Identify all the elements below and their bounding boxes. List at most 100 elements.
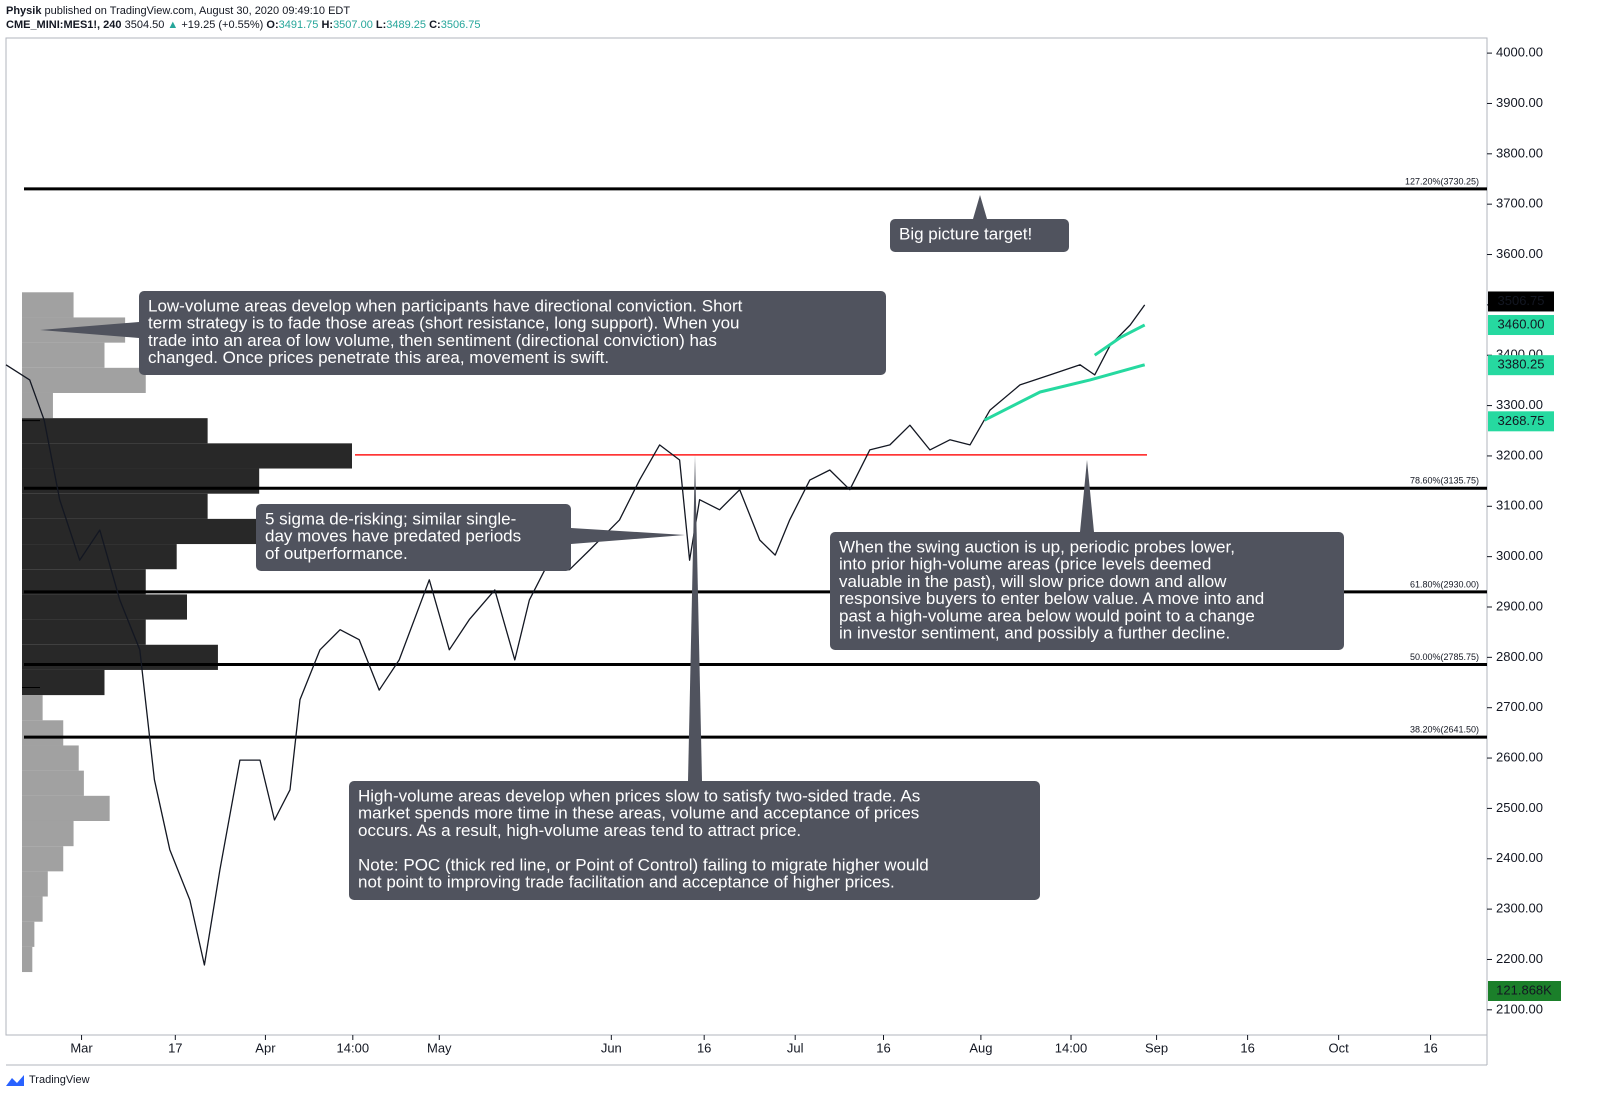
callout-text: into prior high-volume areas (price leve… — [839, 555, 1211, 574]
volume-profile-bar — [22, 367, 146, 393]
y-tick-label: 2900.00 — [1496, 598, 1543, 613]
x-tick-label: 16 — [1240, 1040, 1254, 1055]
fib-level-label: 50.00%(2785.75) — [1410, 652, 1479, 662]
symbol: CME_MINI:MES1!, 240 — [6, 19, 122, 31]
footer: TradingView — [29, 1074, 90, 1086]
tv-logo — [6, 1075, 24, 1086]
price-label: 3380.25 — [1498, 357, 1545, 372]
y-tick-label: 3600.00 — [1496, 246, 1543, 261]
volume-profile-bar — [22, 619, 146, 645]
x-tick-label: 17 — [168, 1040, 182, 1055]
volume-profile-bar — [22, 594, 187, 620]
callout-text: 5 sigma de-risking; similar single- — [265, 509, 516, 528]
callout-text: not point to improving trade facilitatio… — [358, 872, 895, 891]
volume-profile-bar — [22, 342, 105, 368]
y-tick-label: 2600.00 — [1496, 749, 1543, 764]
callout: When the swing auction is up, periodic p… — [830, 460, 1344, 650]
y-tick-label: 3300.00 — [1496, 397, 1543, 412]
price-label-box — [1488, 315, 1554, 336]
callout-box — [830, 532, 1344, 650]
callout-pointer — [688, 455, 702, 781]
volume-label: 121.868K — [1496, 982, 1552, 997]
callout-box — [890, 219, 1069, 252]
ohlc-value: 3506.75 — [441, 19, 481, 31]
header-line-2: CME_MINI:MES1!, 240 3504.50 ▲ +19.25 (+0… — [6, 19, 480, 31]
volume-profile-bar — [22, 720, 64, 746]
ohlc-value: 3507.00 — [333, 19, 373, 31]
callout-text: market spends more time in these areas, … — [358, 804, 919, 823]
volume-profile-bar — [22, 795, 110, 821]
x-tick-label: Apr — [255, 1040, 276, 1055]
callout-box — [349, 781, 1040, 900]
ohlc-label: H: — [321, 19, 333, 31]
callout-text: Low-volume areas develop when participan… — [148, 296, 743, 315]
price-line — [1093, 323, 1146, 357]
y-tick-label: 3100.00 — [1496, 498, 1543, 513]
x-tick-label: Aug — [969, 1040, 992, 1055]
x-tick-label: Oct — [1329, 1040, 1350, 1055]
volume-profile-bar — [22, 846, 64, 872]
published: published on TradingView.com, August 30,… — [45, 5, 351, 17]
callout-text: term strategy is to fade those areas (sh… — [148, 314, 740, 333]
change: +19.25 (+0.55%) — [181, 19, 263, 31]
volume-profile-bar — [22, 695, 43, 721]
y-tick-label: 3800.00 — [1496, 145, 1543, 160]
callout-text: occurs. As a result, high-volume areas t… — [358, 821, 801, 840]
fib-level-label: 61.80%(2930.00) — [1410, 579, 1479, 589]
y-tick-label: 3200.00 — [1496, 447, 1543, 462]
y-tick-label: 3900.00 — [1496, 95, 1543, 110]
ohlc-label: O: — [266, 19, 278, 31]
x-tick-label: 16 — [876, 1040, 890, 1055]
volume-profile-bar — [22, 569, 146, 595]
x-tick-label: Jun — [601, 1040, 622, 1055]
callout-pointer — [1080, 460, 1094, 532]
callout-box — [139, 291, 886, 375]
y-tick-label: 2700.00 — [1496, 699, 1543, 714]
fib-level-label: 78.60%(3135.75) — [1410, 476, 1479, 486]
ohlc-value: 3489.25 — [386, 19, 426, 31]
callout-text: Big picture target! — [899, 224, 1032, 243]
volume-profile-bar — [22, 921, 35, 947]
volume-profile-bar — [22, 544, 177, 570]
callout-text: Note: POC (thick red line, or Point of C… — [358, 855, 929, 874]
x-tick-label: 16 — [697, 1040, 711, 1055]
fib-level-label: 127.20%(3730.25) — [1405, 176, 1479, 186]
y-tick-label: 4000.00 — [1496, 45, 1543, 60]
price-label-box — [1488, 291, 1554, 312]
volume-profile-bar — [22, 669, 105, 696]
last-price: 3504.50 — [125, 19, 165, 31]
volume-profile-bar — [22, 443, 352, 469]
author: Physik — [6, 5, 42, 17]
volume-profile-bar — [22, 493, 208, 519]
volume-profile-bar — [22, 518, 270, 545]
callout-text: changed. Once prices penetrate this area… — [148, 348, 609, 367]
callout-text: responsive buyers to enter below value. … — [839, 589, 1264, 608]
y-tick-label: 2500.00 — [1496, 800, 1543, 815]
callout-text: High-volume areas develop when prices sl… — [358, 786, 920, 805]
price-label-box — [1488, 411, 1554, 432]
x-tick-label: 14:00 — [1055, 1040, 1088, 1055]
ohlc-label: C: — [429, 19, 441, 31]
callout-text: When the swing auction is up, periodic p… — [839, 537, 1235, 556]
volume-profile-bar — [22, 770, 84, 796]
volume-profile-bar — [22, 896, 43, 922]
callout-text: valuable in the past), will slow price d… — [839, 572, 1227, 591]
callout-pointer — [973, 195, 987, 219]
callout-text: in investor sentiment, and possibly a fu… — [839, 623, 1230, 642]
callout-pointer — [571, 528, 685, 544]
callout-box — [256, 504, 571, 571]
y-tick-label: 3700.00 — [1496, 196, 1543, 211]
y-tick-label: 2100.00 — [1496, 1001, 1543, 1016]
volume-profile-bar — [22, 946, 33, 973]
ohlc-label: L: — [376, 19, 386, 31]
fib-level-label: 38.20%(2641.50) — [1410, 725, 1479, 735]
x-tick-label: 14:00 — [337, 1040, 370, 1055]
y-tick-label: 2800.00 — [1496, 649, 1543, 664]
volume-profile-bar — [22, 392, 53, 419]
callout-text: trade into an area of low volume, then s… — [148, 331, 717, 350]
callout: High-volume areas develop when prices sl… — [349, 455, 1040, 900]
x-tick-label: Jul — [787, 1040, 804, 1055]
callout-text: day moves have predated periods — [265, 527, 521, 546]
callout: 5 sigma de-risking; similar single-day m… — [256, 504, 685, 571]
